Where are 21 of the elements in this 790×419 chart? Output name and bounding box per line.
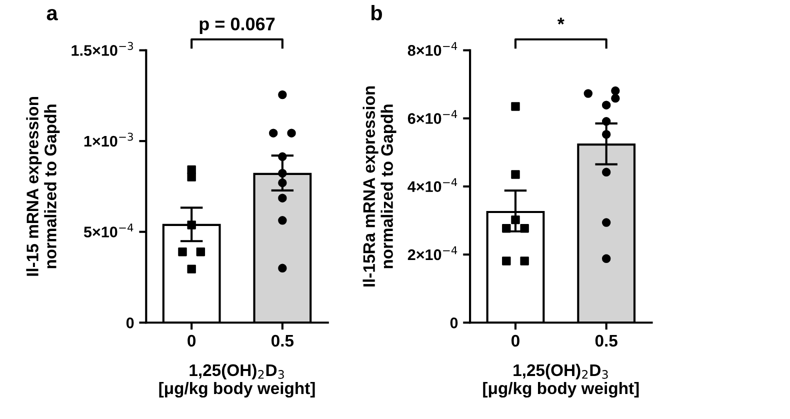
x-tick-label: 0.5 [595,334,618,347]
x-axis-title: 1,25(OH)$_{2}$D$_{3}$ [μg/kg body weight] [483,364,639,398]
y-axis-title: Il-15Ra mRNA expression normalized to Gapdh [362,86,396,286]
text: * [557,18,564,24]
text: p = 0.067 [200,18,275,34]
x-tick-label: 0 [512,334,520,347]
chart-title: b [371,5,382,20]
y-tick-label: 8×10$^{−4}$ [408,42,458,56]
y-tick-label: 1×10$^{−3}$ [84,132,133,147]
x-tick-label: 0 [188,334,196,347]
y-tick-label: 0 [450,318,458,328]
y-tick-label: 4×10$^{−4}$ [408,178,458,192]
x-axis-title: 1,25(OH)$_{2}$D$_{3}$ [μg/kg body weight] [159,364,315,398]
y-axis-title: Il-15 mRNA expression normalized to Gapdh [26,97,60,276]
x-tick-label: 0.5 [272,334,294,347]
y-tick-label: 6×10$^{−4}$ [408,110,458,124]
y-tick-label: 1.5×10$^{−3}$ [72,42,133,56]
y-tick-label: 0 [126,318,134,328]
y-tick-label: 2×10$^{−4}$ [408,246,458,260]
chart-title: a [46,8,58,20]
y-tick-label: 5×10$^{−4}$ [84,224,134,238]
